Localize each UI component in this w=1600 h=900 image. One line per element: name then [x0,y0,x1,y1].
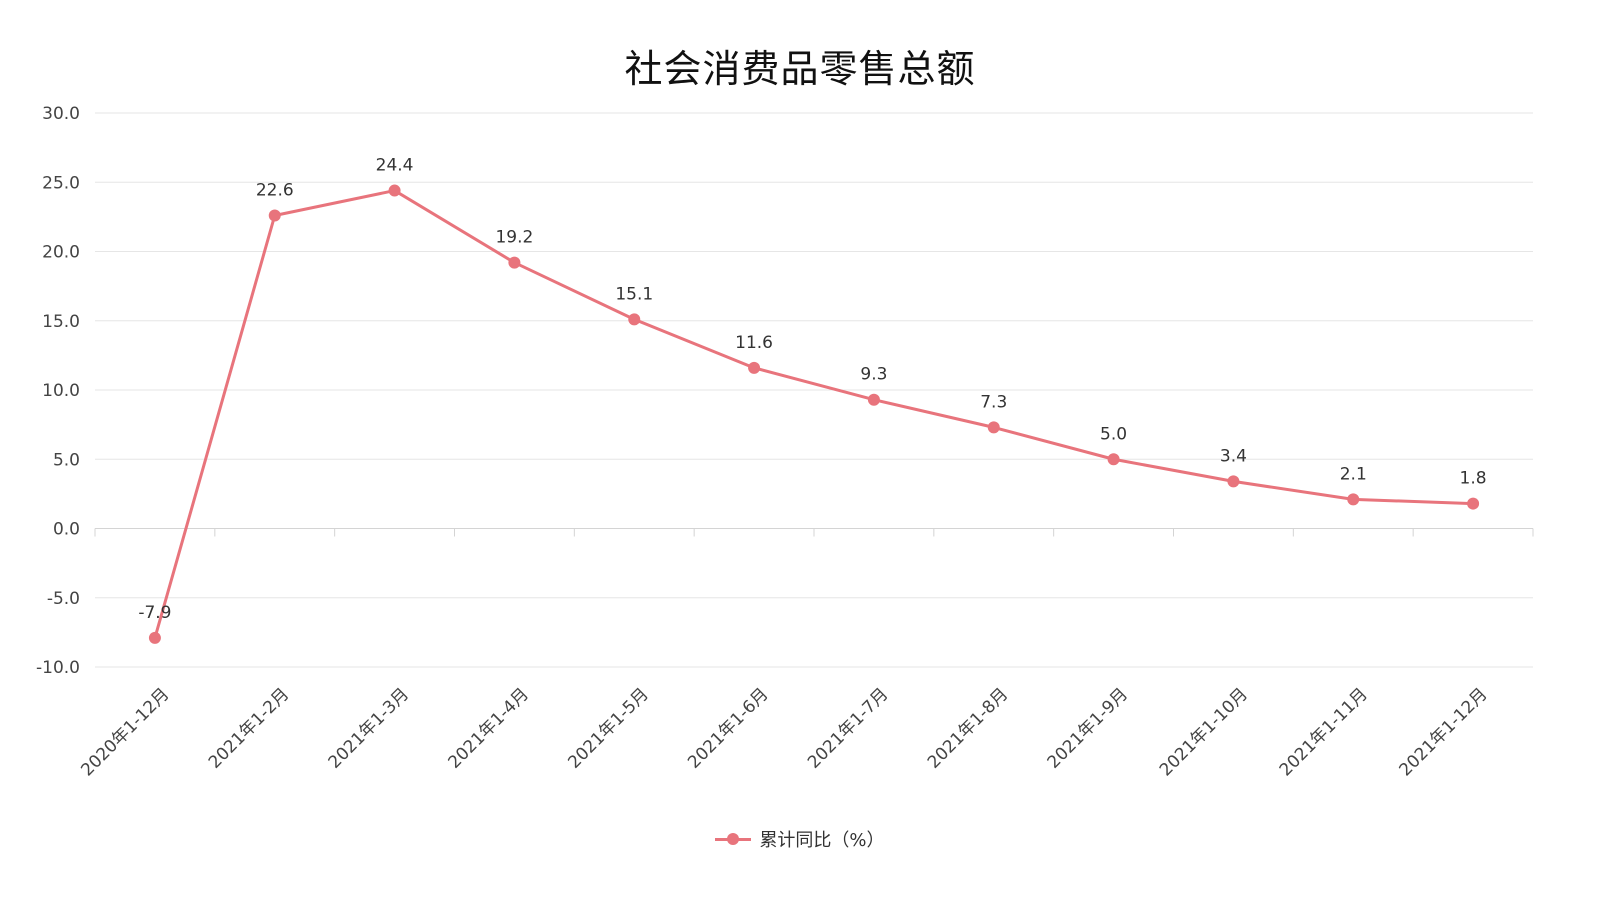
x-tick-label: 2021年1-6月 [684,684,772,772]
data-label: 5.0 [1100,424,1127,444]
x-tick-label: 2021年1-10月 [1156,684,1252,780]
data-label: 1.8 [1460,469,1487,489]
x-tick-label: 2021年1-9月 [1044,684,1132,772]
y-tick-label: -10.0 [36,658,80,678]
y-tick-label: 5.0 [53,450,80,470]
grid-lines [95,112,1533,668]
data-labels: -7.9 22.6 24.4 19.2 15.1 11.6 9.3 7.3 5.0 3.4 2.1 1… [138,156,1486,623]
data-label: 3.4 [1220,446,1247,466]
data-label: 22.6 [256,180,294,200]
data-point[interactable] [987,421,1000,434]
data-point[interactable] [867,393,880,406]
data-label: -7.9 [138,603,171,623]
series-line-group [153,189,1474,639]
data-point[interactable] [388,184,401,197]
data-label: 15.1 [615,284,653,304]
x-tick-label: 2020年1-12月 [77,684,173,780]
x-axis-ticks: 2020年1-12月 2021年1-2月 2021年1-3月 2021年1-4月 202… [77,684,1491,780]
legend-label: 累计同比（%） [759,830,885,851]
data-point[interactable] [748,361,761,374]
x-tick-label: 2021年1-3月 [325,684,413,772]
chart-title: 社会消费品零售总额 [624,47,976,91]
data-point[interactable] [628,313,641,326]
x-tick-label: 2021年1-11月 [1276,684,1372,780]
data-point[interactable] [1107,453,1120,466]
data-point[interactable] [148,631,161,644]
y-tick-label: 30.0 [42,104,80,124]
data-label: 19.2 [495,228,533,248]
y-tick-label: 20.0 [42,243,80,263]
data-label: 7.3 [980,392,1007,412]
y-tick-label: 15.0 [42,312,80,332]
x-tick-label: 2021年1-4月 [445,684,533,772]
series-line [153,189,1474,639]
y-axis-ticks: 30.0 25.0 20.0 15.0 10.0 5.0 0.0 -5.0 -10.0 [36,104,80,678]
x-tick-label: 2021年1-12月 [1396,684,1492,780]
y-tick-label: -5.0 [47,589,80,609]
x-tick-label: 2021年1-2月 [205,684,293,772]
data-point[interactable] [508,256,521,269]
data-point[interactable] [1467,497,1480,510]
legend-swatch-dot [727,833,740,845]
data-label: 9.3 [860,365,887,385]
data-point[interactable] [1227,475,1240,488]
x-axis [94,528,1534,537]
data-label: 24.4 [376,156,414,176]
legend[interactable]: 累计同比（%） [0,826,1600,852]
legend-swatch-icon [715,832,752,846]
y-tick-label: 0.0 [53,520,80,540]
y-tick-label: 10.0 [42,381,80,401]
x-tick-label: 2021年1-8月 [924,684,1012,772]
data-label: 11.6 [735,333,773,353]
data-point[interactable] [268,209,281,222]
data-points [148,184,1480,644]
data-point[interactable] [1347,493,1360,506]
data-label: 2.1 [1340,464,1367,484]
x-tick-label: 2021年1-7月 [804,684,892,772]
x-tick-label: 2021年1-5月 [564,684,652,772]
y-tick-label: 25.0 [42,173,80,193]
